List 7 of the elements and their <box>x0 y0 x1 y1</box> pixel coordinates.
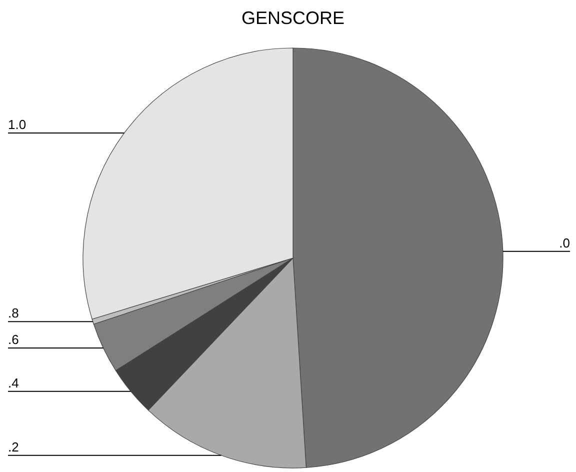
slice-label: .4 <box>8 375 19 390</box>
slice-label: 1.0 <box>8 116 26 132</box>
slice-label: .2 <box>8 439 19 454</box>
slice-label: .6 <box>8 332 19 348</box>
chart-title: GENSCORE <box>241 8 345 28</box>
slice-label: .0 <box>559 235 570 250</box>
slice-label: .8 <box>8 306 19 321</box>
